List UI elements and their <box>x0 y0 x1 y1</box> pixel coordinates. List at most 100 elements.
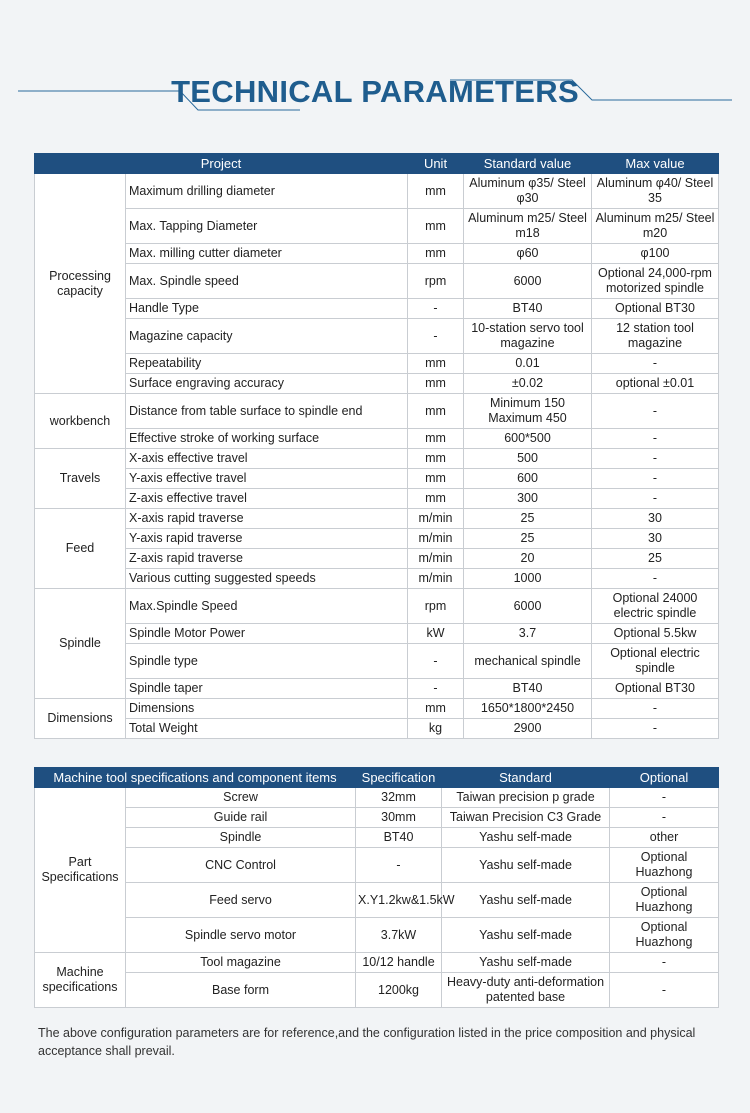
value-cell: mm <box>407 468 464 489</box>
value-cell: Optional 24,000-rpm motorized spindle <box>591 263 719 299</box>
item-cell: Maximum drilling diameter <box>125 173 408 209</box>
table-row: Spindle Motor Power kW 3.7 Optional 5.5kw <box>35 623 719 644</box>
value-cell: Optional BT30 <box>591 678 719 699</box>
value-cell: 10-station servo tool magazine <box>463 318 592 354</box>
value-cell: mm <box>407 488 464 509</box>
table-row: Y-axis effective travel mm 600- <box>35 468 719 489</box>
value-cell: 2900 <box>463 718 592 739</box>
value-cell: 3.7kW <box>355 917 443 953</box>
value-cell: BT40 <box>463 678 592 699</box>
value-cell: Aluminum φ40/ Steel 35 <box>591 173 719 209</box>
value-cell: mm <box>407 428 464 449</box>
value-cell: m/min <box>407 548 464 569</box>
table-row: Spindle type - mechanical spindle Optional … <box>35 643 719 679</box>
value-cell: 6000 <box>463 263 592 299</box>
value-cell: kW <box>407 623 464 644</box>
value-cell: Yashu self-made <box>441 827 611 848</box>
value-cell: - <box>609 787 720 808</box>
header-cell: Project <box>34 153 408 174</box>
value-cell: Yashu self-made <box>441 882 611 918</box>
item-cell: Max.Spindle Speed <box>125 588 408 624</box>
item-cell: Max. milling cutter diameter <box>125 243 408 264</box>
item-cell: Feed servo <box>124 882 357 918</box>
table-row: Feed servo X.Y1.2kw&1.5kW Yashu self-made O… <box>35 882 720 918</box>
value-cell: rpm <box>407 588 464 624</box>
value-cell: mm <box>407 243 464 264</box>
table-row: Guide rail 30mm Taiwan Precision C3 Grade - <box>35 807 720 828</box>
value-cell: - <box>355 847 443 883</box>
value-cell: - <box>591 428 719 449</box>
table-row: Base form 1200kg Heavy-duty anti-deformati… <box>35 972 720 1008</box>
item-cell: Surface engraving accuracy <box>125 373 408 394</box>
table-row: CNC Control - Yashu self-made Optional Huaz… <box>35 847 720 883</box>
item-cell: Spindle Motor Power <box>125 623 408 644</box>
table-row: Spindle BT40 Yashu self-made other <box>35 827 720 848</box>
value-cell: mm <box>407 353 464 374</box>
value-cell: Aluminum φ35/ Steel φ30 <box>463 173 592 209</box>
value-cell: 25 <box>463 508 592 529</box>
table-row: Z-axis rapid traverse m/min 20 25 <box>35 548 719 569</box>
header-cell: Standard <box>441 767 611 788</box>
group-cell: Part Specifications <box>34 787 126 953</box>
value-cell: 300 <box>463 488 592 509</box>
table-row: Dimensions Dimensions mm 1650*1800*2450- <box>34 698 719 739</box>
value-cell: optional ±0.01 <box>591 373 719 394</box>
item-cell: Guide rail <box>124 807 357 828</box>
group-cell: Machine specifications <box>34 952 126 1008</box>
value-cell: Optional BT30 <box>591 298 719 319</box>
table-row: Feed X-axis rapid traverse m/min 25 30 <box>34 508 719 589</box>
table-row: Magazine capacity -10-station servo tool … <box>35 318 719 354</box>
value-cell: mm <box>407 173 464 209</box>
item-cell: Screw <box>124 787 357 808</box>
item-cell: Magazine capacity <box>125 318 408 354</box>
value-cell: 30 <box>591 528 719 549</box>
item-cell: X-axis rapid traverse <box>125 508 408 529</box>
table-row: Y-axis rapid traverse m/min 25 30 <box>35 528 719 549</box>
header-cell: Max value <box>591 153 719 174</box>
value-cell: X.Y1.2kw&1.5kW <box>355 882 455 918</box>
value-cell: rpm <box>407 263 464 299</box>
table-row: Spindle Max.Spindle Speed rpm 6000 Optional … <box>34 588 719 699</box>
value-cell: 1200kg <box>355 972 443 1008</box>
item-cell: Y-axis effective travel <box>125 468 408 489</box>
value-cell: 0.01 <box>463 353 592 374</box>
value-cell: φ100 <box>591 243 719 264</box>
group-cell: Travels <box>34 448 126 509</box>
item-cell: CNC Control <box>124 847 357 883</box>
value-cell: - <box>591 448 719 469</box>
item-cell: Y-axis rapid traverse <box>125 528 408 549</box>
parameters-table: Project Unit Standard value Max value Proces… <box>34 153 719 739</box>
value-cell: - <box>407 298 464 319</box>
value-cell: φ60 <box>463 243 592 264</box>
header-cell: Optional <box>609 767 720 788</box>
page-title: TECHNICAL PARAMETERS <box>171 74 579 109</box>
value-cell: BT40 <box>463 298 592 319</box>
value-cell: - <box>591 698 719 719</box>
item-cell: Various cutting suggested speeds <box>125 568 408 589</box>
table-row: Repeatability mm 0.01- <box>35 353 719 374</box>
item-cell: Z-axis effective travel <box>125 488 408 509</box>
value-cell: 30mm <box>355 807 443 828</box>
value-cell: - <box>609 952 720 973</box>
header-cell: Unit <box>407 153 464 174</box>
value-cell: 25 <box>463 528 592 549</box>
group-cell: Processing capacity <box>34 173 126 394</box>
value-cell: Optional 5.5kw <box>591 623 719 644</box>
value-cell: Optional Huazhong <box>609 917 720 953</box>
table-row: Max. Tapping Diameter mm Aluminum m25/ Ste… <box>35 208 719 244</box>
table-row: Handle Type - BT40 Optional BT30 <box>35 298 719 319</box>
value-cell: - <box>591 718 719 739</box>
value-cell: - <box>609 972 720 1008</box>
value-cell: - <box>609 807 720 828</box>
value-cell: m/min <box>407 508 464 529</box>
table-row: Spindle taper - BT40 Optional BT30 <box>35 678 719 699</box>
value-cell: BT40 <box>355 827 443 848</box>
value-cell: Heavy-duty anti-deformation patented bas… <box>441 972 611 1008</box>
value-cell: Aluminum m25/ Steel m18 <box>463 208 592 244</box>
value-cell: mm <box>407 208 464 244</box>
item-cell: Dimensions <box>125 698 408 719</box>
item-cell: Total Weight <box>125 718 408 739</box>
item-cell: Effective stroke of working surface <box>125 428 408 449</box>
value-cell: Taiwan precision p grade <box>441 787 611 808</box>
